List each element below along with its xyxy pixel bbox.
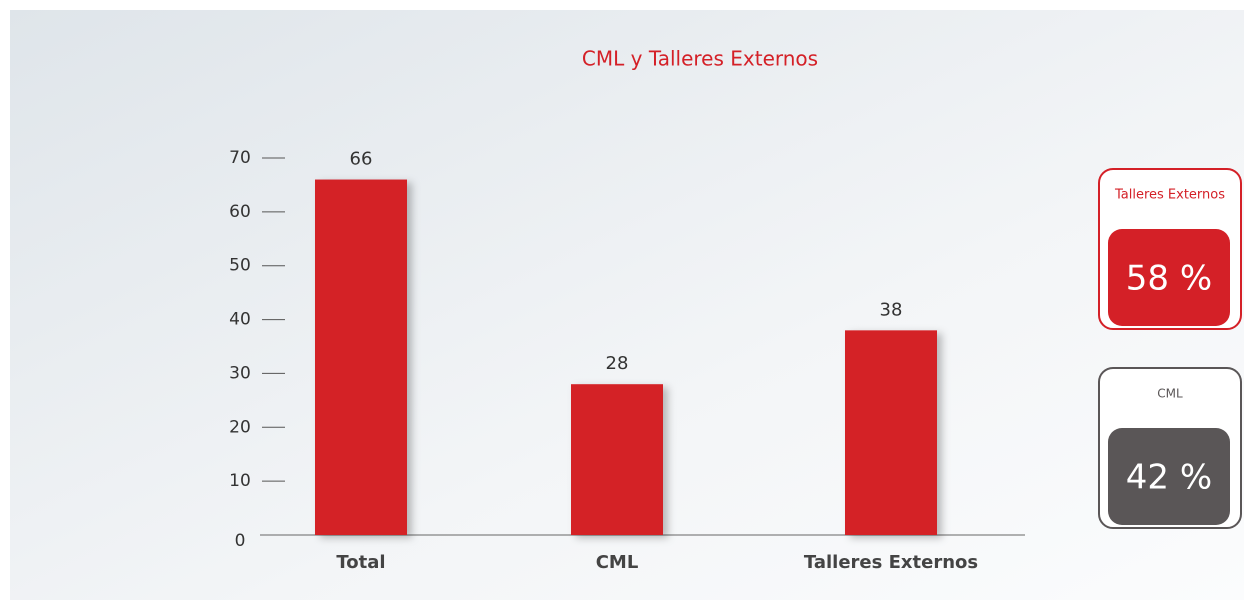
y-tick-label: 20 bbox=[229, 417, 251, 437]
card-value: 58 % bbox=[1126, 259, 1212, 299]
data-label: 38 bbox=[880, 299, 903, 320]
bar bbox=[315, 179, 407, 536]
data-label: 28 bbox=[606, 353, 629, 374]
card-value-box bbox=[1108, 229, 1230, 326]
card-title: Talleres Externos bbox=[1114, 188, 1225, 203]
card-title: CML bbox=[1157, 387, 1183, 401]
card-value: 42 % bbox=[1126, 458, 1212, 498]
bar bbox=[845, 330, 937, 535]
card-value-box bbox=[1108, 428, 1230, 525]
y-tick-label: 40 bbox=[229, 310, 251, 330]
bar bbox=[571, 384, 663, 535]
y-tick-label: 30 bbox=[229, 363, 251, 383]
x-tick-label: Total bbox=[336, 552, 385, 573]
data-label: 66 bbox=[350, 149, 373, 170]
chart-title: CML y Talleres Externos bbox=[582, 47, 818, 71]
x-tick-label: Talleres Externos bbox=[804, 552, 978, 573]
y-tick-label: 60 bbox=[229, 202, 251, 222]
x-tick-label: CML bbox=[596, 552, 639, 573]
y-tick-label: 10 bbox=[229, 471, 251, 491]
y-tick-label: 50 bbox=[229, 256, 251, 276]
y-tick-label: 0 bbox=[235, 531, 246, 551]
y-tick-label: 70 bbox=[229, 148, 251, 168]
